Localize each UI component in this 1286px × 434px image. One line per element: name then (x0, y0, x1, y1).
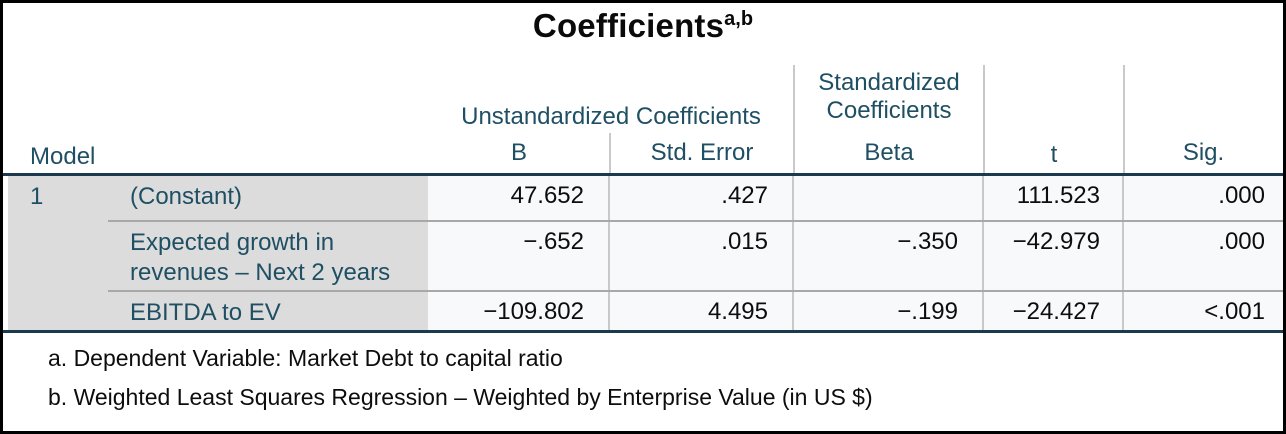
table-row: EBITDA to EV −109.802 4.495 −.199 −24.42… (108, 290, 1283, 330)
column-header-b: B (510, 139, 527, 166)
divider-t-sig (1123, 65, 1125, 173)
value-beta: −.350 (794, 222, 984, 290)
group-header-unstandardized-coefficients: Unstandardized Coefficients (461, 103, 761, 130)
footnote-a: a. Dependent Variable: Market Debt to ca… (48, 345, 563, 371)
value-sig: .000 (1124, 176, 1283, 220)
value-b: 47.652 (428, 176, 610, 220)
value-beta: −.199 (794, 292, 984, 330)
column-header-std-error: Std. Error (650, 139, 754, 166)
value-t: −24.427 (984, 292, 1124, 330)
value-t: 111.523 (984, 176, 1124, 220)
footnotes: a. Dependent Variable: Market Debt to ca… (48, 333, 1248, 411)
table-title: Coefficientsa,b (3, 7, 1283, 45)
value-b: −.652 (428, 222, 610, 290)
divider-b-stderror (609, 133, 611, 173)
value-sig: .000 (1124, 222, 1283, 290)
table-title-superscript: a,b (724, 8, 754, 30)
table-row: Expected growth in revenues – Next 2 yea… (108, 220, 1283, 290)
model-number-cell: 1 (8, 176, 108, 330)
row-label-expected-growth: Expected growth in revenues – Next 2 yea… (108, 222, 428, 290)
value-std-error: .015 (610, 222, 794, 290)
table-row: (Constant) 47.652 .427 111.523 .000 (108, 176, 1283, 220)
column-header-beta: Beta (864, 139, 914, 166)
value-sig: <.001 (1124, 292, 1283, 330)
divider-stderror-beta (793, 65, 795, 173)
value-beta (794, 176, 984, 220)
column-header-model: Model (30, 143, 96, 170)
value-std-error: .427 (610, 176, 794, 220)
value-t: −42.979 (984, 222, 1124, 290)
column-header-sig: Sig. (1182, 139, 1225, 166)
footnote-b: b. Weighted Least Squares Regression – W… (48, 384, 873, 410)
table-title-text: Coefficients (532, 7, 725, 44)
row-label-ebitda-to-ev: EBITDA to EV (108, 292, 428, 330)
value-std-error: 4.495 (610, 292, 794, 330)
divider-beta-t (983, 65, 985, 173)
value-b: −109.802 (428, 292, 610, 330)
row-label-constant: (Constant) (108, 176, 428, 220)
group-header-standardized-coefficients: Standardized Coefficients (818, 69, 960, 124)
column-header-t: t (1050, 141, 1058, 168)
table-bottom-rule (3, 330, 1283, 333)
header-bottom-rule (3, 173, 1283, 176)
